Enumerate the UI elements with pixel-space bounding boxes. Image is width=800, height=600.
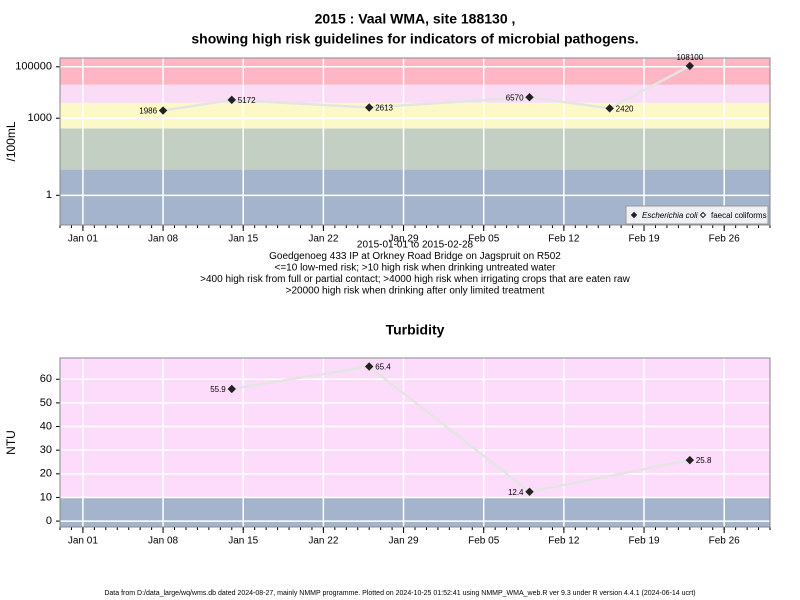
data-label: 65.4 — [375, 363, 391, 372]
x-tick-label: Jan 29 — [389, 536, 419, 547]
plot-frame — [59, 57, 771, 226]
data-label: 108100 — [676, 53, 703, 62]
note: >400 high risk from full or partial cont… — [200, 274, 630, 285]
y-tick-label: 10 — [40, 491, 52, 503]
legend-label: Escherichia coli — [642, 211, 698, 220]
note: >20000 high risk when drinking after onl… — [286, 286, 545, 297]
legend-marker — [699, 211, 707, 219]
legend: Escherichia coli faecal coliforms — [625, 205, 769, 225]
risk-band — [60, 58, 770, 85]
x-tick-label: Jan 01 — [68, 536, 98, 547]
x-tick-label: Feb 12 — [548, 234, 580, 245]
risk-band — [60, 102, 770, 129]
risk-band — [60, 84, 770, 103]
data-point — [227, 384, 236, 394]
x-tick-label: Feb 26 — [709, 234, 741, 245]
risk-band — [60, 497, 770, 527]
series-line — [162, 64, 691, 112]
x-tick-label: Feb 19 — [628, 234, 660, 245]
y-tick-label: 100000 — [15, 61, 52, 73]
data-label: 25.8 — [696, 456, 712, 465]
chart-title: showing high risk guidelines for indicat… — [191, 31, 638, 47]
data-point — [227, 95, 236, 105]
data-point — [158, 106, 168, 115]
data-label: 1986 — [139, 107, 157, 116]
y-axis-label: NTU — [4, 430, 18, 455]
y-tick-label: 30 — [40, 444, 52, 456]
data-point — [685, 61, 695, 71]
x-tick-label: Jan 08 — [148, 536, 178, 547]
y-tick-label: 20 — [40, 468, 52, 480]
data-label: 55.9 — [210, 385, 226, 394]
data-point — [525, 92, 534, 102]
legend-marker — [630, 211, 638, 219]
data-label: 6570 — [506, 93, 524, 102]
x-tick-label: Feb 19 — [628, 536, 660, 547]
data-point — [525, 487, 534, 496]
chart-title: 2015 : Vaal WMA, site 188130 , — [315, 11, 516, 27]
note: <=10 low-med risk; >10 high risk when dr… — [275, 263, 557, 274]
x-tick-label: Jan 01 — [68, 234, 98, 245]
data-point — [364, 362, 374, 371]
plot-frame — [59, 357, 771, 528]
y-tick-label: 0 — [46, 515, 52, 527]
y-tick-label: 40 — [40, 420, 52, 432]
x-tick-label: Jan 22 — [308, 536, 338, 547]
y-tick-label: 1000 — [28, 112, 52, 124]
data-point — [605, 104, 614, 113]
note: 2015-01-01 to 2015-02-28 — [357, 240, 474, 251]
legend-label: faecal coliforms — [711, 211, 767, 220]
chart-title: Turbidity — [386, 322, 445, 338]
footer: Data from D:/data_large/wq/wms.db dated … — [104, 590, 695, 597]
risk-band — [60, 128, 770, 170]
y-tick-label: 60 — [40, 373, 52, 385]
x-tick-label: Feb 12 — [548, 536, 580, 547]
data-point — [364, 103, 374, 112]
x-tick-label: Jan 22 — [308, 234, 338, 245]
y-tick-label: 1 — [46, 189, 52, 201]
data-label: 12.4 — [508, 488, 524, 497]
x-tick-label: Jan 08 — [148, 234, 178, 245]
data-label: 2420 — [616, 104, 634, 113]
data-point — [685, 455, 695, 465]
y-axis-label: /100mL — [4, 121, 18, 161]
y-tick-label: 50 — [40, 397, 52, 409]
x-tick-label: Jan 29 — [389, 234, 419, 245]
series-line — [231, 365, 691, 494]
x-tick-label: Jan 15 — [228, 536, 258, 547]
data-label: 2613 — [375, 104, 393, 113]
legend-box — [625, 205, 769, 225]
x-tick-label: Feb 05 — [468, 536, 500, 547]
x-tick-label: Jan 15 — [228, 234, 258, 245]
x-tick-label: Feb 05 — [468, 234, 500, 245]
note: Goedgenoeg 433 IP at Orkney Road Bridge … — [269, 251, 561, 262]
data-label: 5172 — [238, 96, 256, 105]
x-tick-label: Feb 26 — [709, 536, 741, 547]
